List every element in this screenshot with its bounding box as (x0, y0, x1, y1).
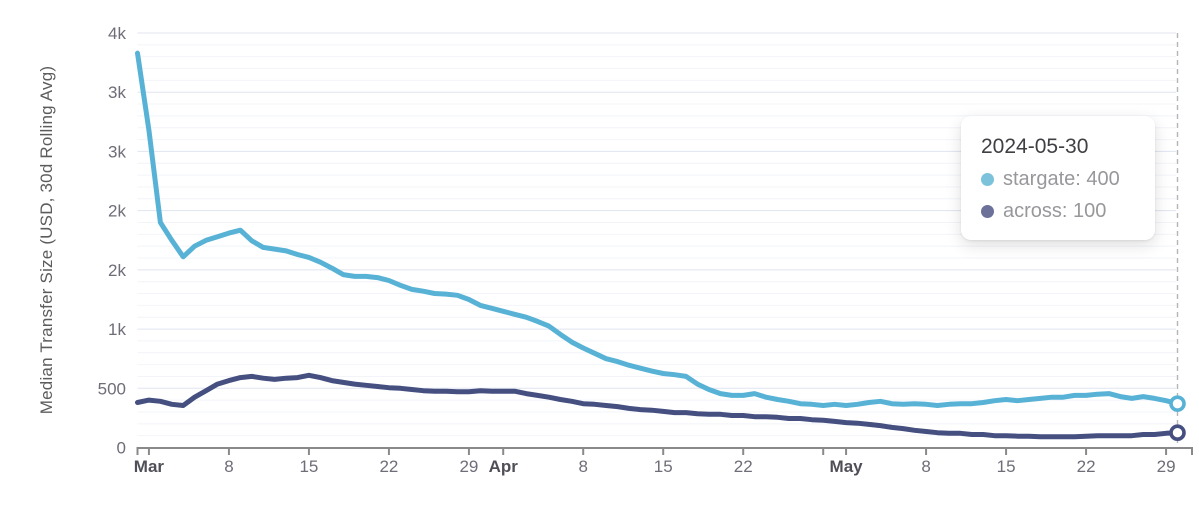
y-axis-tick-label: 500 (98, 379, 126, 398)
x-axis-label: 15 (654, 457, 673, 476)
y-axis-title: Median Transfer Size (USD, 30d Rolling A… (37, 65, 56, 415)
tooltip-stargate-value: stargate: 400 (1003, 168, 1120, 190)
tooltip-row-across: across: 100 (981, 200, 1137, 223)
y-axis-tick-label: 3k (108, 83, 126, 102)
x-axis-label: May (830, 457, 864, 476)
tooltip-row-stargate: stargate: 400 (981, 168, 1137, 191)
x-axis-label: 8 (224, 457, 233, 476)
tooltip-date: 2024-05-30 (981, 135, 1089, 158)
x-axis-label: 29 (1157, 457, 1176, 476)
y-axis-tick-label: 1k (108, 320, 126, 339)
y-axis-tick-label: 0 (117, 439, 126, 458)
series-line-across (135, 372, 1180, 440)
across-series-dot (981, 205, 994, 218)
plot-hover-area[interactable] (138, 33, 1178, 448)
x-axis-label: 8 (578, 457, 587, 476)
x-axis-label: Apr (489, 457, 519, 476)
tooltip-across-value: across: 100 (1003, 200, 1107, 222)
y-axis-tick-label: 2k (108, 202, 126, 221)
y-axis-tick-label: 2k (108, 261, 126, 280)
x-axis-label: 22 (1077, 457, 1096, 476)
x-axis-label: 15 (997, 457, 1016, 476)
tooltip: 2024-05-30 stargate: 400 across: 100 (961, 116, 1155, 240)
stargate-series-dot (981, 173, 994, 186)
y-axis-tick-label: 3k (108, 142, 126, 161)
x-axis-label: 29 (459, 457, 478, 476)
series-line-stargate (135, 50, 1180, 408)
x-axis-line (136, 447, 1193, 455)
x-axis-label: 22 (379, 457, 398, 476)
y-axis-tick-label: 4k (108, 24, 126, 43)
crosshair-marker-across (1169, 424, 1186, 441)
x-axis-label: Mar (134, 457, 165, 476)
x-axis-label: 22 (734, 457, 753, 476)
x-axis-label: 15 (299, 457, 318, 476)
x-axis-label: 8 (921, 457, 930, 476)
crosshair-marker-stargate (1169, 395, 1186, 412)
